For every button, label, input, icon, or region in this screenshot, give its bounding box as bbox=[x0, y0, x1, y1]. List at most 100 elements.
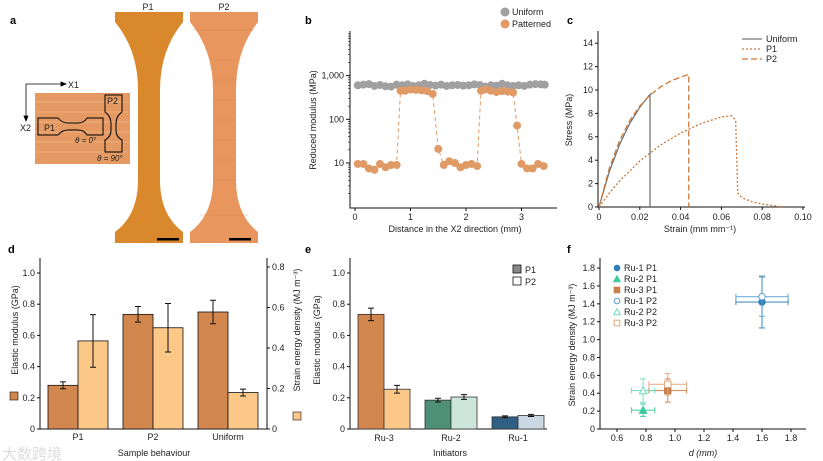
y-tick-label: 0.2 bbox=[22, 393, 35, 403]
y2-tick-label: 0 bbox=[272, 424, 277, 434]
legend-label: Ru-2 P1 bbox=[624, 274, 657, 284]
data-point-patterned bbox=[539, 162, 548, 171]
theta-0-label: θ = 0° bbox=[75, 136, 97, 145]
legend-label: Ru-3 P2 bbox=[624, 318, 657, 328]
y-tick-label: 1.0 bbox=[22, 268, 35, 278]
watermark: 大数跨境 bbox=[2, 445, 62, 461]
y2-axis-legend-swatch bbox=[292, 411, 302, 421]
y-tick-label: 0.4 bbox=[582, 388, 595, 398]
y2-tick-label: 0.2 bbox=[272, 384, 285, 394]
bar-ru-3-p1 bbox=[357, 313, 385, 430]
axis-label-x2: X2 bbox=[20, 123, 31, 133]
scale-bar-p2 bbox=[229, 238, 251, 241]
y-tick-label: 1.4 bbox=[582, 299, 595, 309]
y-tick-label: 100 bbox=[329, 114, 344, 124]
y-tick-label: 0.8 bbox=[332, 299, 345, 309]
axes bbox=[349, 31, 557, 209]
y-tick-label: 1.6 bbox=[582, 281, 595, 291]
x-tick-label: 0 bbox=[352, 212, 357, 222]
error-bar bbox=[165, 302, 171, 353]
y-tick-label: 0.8 bbox=[22, 299, 35, 309]
error-bar bbox=[502, 415, 508, 419]
legend-label: Ru-3 P1 bbox=[624, 285, 657, 295]
axis-label-x1: X1 bbox=[68, 80, 79, 90]
y-tick-label: 0 bbox=[588, 202, 593, 212]
y-tick-label: 1.0 bbox=[332, 268, 345, 278]
x-tick-label: 1.0 bbox=[669, 433, 682, 443]
inset-label-p1: P1 bbox=[44, 123, 55, 133]
data-point-uniform bbox=[540, 80, 549, 89]
panel-a: a P1 P2 P1 P2 θ = 0° θ = 90° X1 X2 bbox=[10, 2, 258, 243]
legend-label: Patterned bbox=[512, 19, 551, 29]
x-axis-label: Sample behaviour bbox=[118, 448, 191, 458]
x-tick-label: Ru-2 bbox=[441, 433, 461, 443]
error-bar bbox=[368, 307, 374, 322]
y-tick-label: 6 bbox=[588, 132, 593, 142]
x-tick-label: 0.02 bbox=[631, 212, 649, 222]
data-point-ru-3-p2 bbox=[664, 380, 672, 389]
panel-label-e: e bbox=[305, 244, 311, 256]
legend-marker bbox=[612, 274, 622, 283]
y-tick-label: 0.6 bbox=[332, 330, 345, 340]
data-point-patterned bbox=[509, 88, 518, 97]
x-tick-label: 0.04 bbox=[672, 212, 690, 222]
layer-lines-p2 bbox=[193, 29, 255, 216]
y-axis-label: Reduced modulus (MPa) bbox=[308, 70, 318, 170]
y-tick-label: 1.8 bbox=[582, 263, 595, 273]
x-tick-label: 0.10 bbox=[794, 212, 812, 222]
curve-uniform bbox=[598, 92, 651, 208]
y-tick-label: 1.0 bbox=[582, 335, 595, 345]
bar-ru-2-p2 bbox=[450, 396, 478, 430]
error-bar bbox=[210, 299, 216, 325]
inset-outline-p1 bbox=[37, 117, 104, 136]
bar-uniform-elastic-modulus bbox=[197, 311, 229, 430]
error-bar bbox=[135, 306, 141, 323]
data-point-patterned bbox=[359, 159, 368, 168]
inset-outline-p2 bbox=[104, 94, 123, 153]
panel-d-bar-chart: d 0 0.2 0.4 0.6 0.8 1.0 0 0.2 0.4 0.6 0.8 P1 P2 Unifor… bbox=[8, 244, 302, 458]
legend-swatch-p2 bbox=[512, 276, 522, 286]
curve-p2 bbox=[598, 73, 690, 208]
specimen-photo-p2 bbox=[190, 12, 258, 243]
panel-label-d: d bbox=[8, 244, 15, 256]
x-tick-label: Ru-1 bbox=[508, 433, 528, 443]
x-tick-label: 0.08 bbox=[753, 212, 771, 222]
y2-axis-label: Strain energy density (MJ m⁻³) bbox=[292, 269, 302, 392]
panel-c-stress-strain: c 0 0.02 0.04 0.06 0.08 0.10 0 2 4 6 8 10 12 14 Strain … bbox=[564, 15, 812, 234]
y-axis-label: Stress (MPa) bbox=[564, 94, 574, 147]
data-point-patterned bbox=[428, 89, 437, 98]
error-bar bbox=[240, 388, 246, 397]
y-tick-label: 0.4 bbox=[22, 362, 35, 372]
data-point-patterned bbox=[392, 160, 401, 169]
legend-marker bbox=[613, 297, 621, 305]
legend-label: P2 bbox=[525, 277, 536, 287]
y-axis-label: Strain energy density (MJ m⁻³) bbox=[567, 284, 577, 407]
inset-label-p2: P2 bbox=[107, 96, 118, 106]
legend-marker bbox=[613, 319, 621, 327]
x-tick-label: 3 bbox=[519, 212, 524, 222]
legend-label: Ru-1 P2 bbox=[624, 296, 657, 306]
y-tick-label: 0.4 bbox=[332, 362, 345, 372]
data-point-patterned bbox=[353, 159, 362, 168]
bar-ru-1-p1 bbox=[491, 416, 519, 430]
data-point-ru-2-p1 bbox=[638, 405, 648, 414]
data-point-patterned bbox=[450, 159, 459, 167]
y2-tick-label: 0.4 bbox=[272, 343, 285, 353]
x-tick-label: Ru-3 bbox=[374, 433, 394, 443]
legend-marker-uniform bbox=[500, 7, 510, 17]
x-tick-label: 1.8 bbox=[785, 433, 798, 443]
y-axis-legend-swatch bbox=[9, 391, 19, 401]
photo-label-p1: P1 bbox=[142, 2, 153, 12]
x-tick-label: 1.6 bbox=[756, 433, 769, 443]
bar-uniform-strain-energy bbox=[227, 392, 259, 430]
legend-label: Uniform bbox=[512, 7, 544, 17]
y-tick-label: 4 bbox=[588, 155, 593, 165]
panel-label-f: f bbox=[567, 244, 571, 256]
legend-label: Ru-2 P2 bbox=[624, 307, 657, 317]
axis-arrows bbox=[23, 81, 68, 123]
legend-marker bbox=[613, 264, 621, 272]
legend-label: P1 bbox=[766, 44, 777, 54]
y-tick-label: 8 bbox=[588, 108, 593, 118]
data-point-ru-2-p2 bbox=[638, 385, 648, 395]
